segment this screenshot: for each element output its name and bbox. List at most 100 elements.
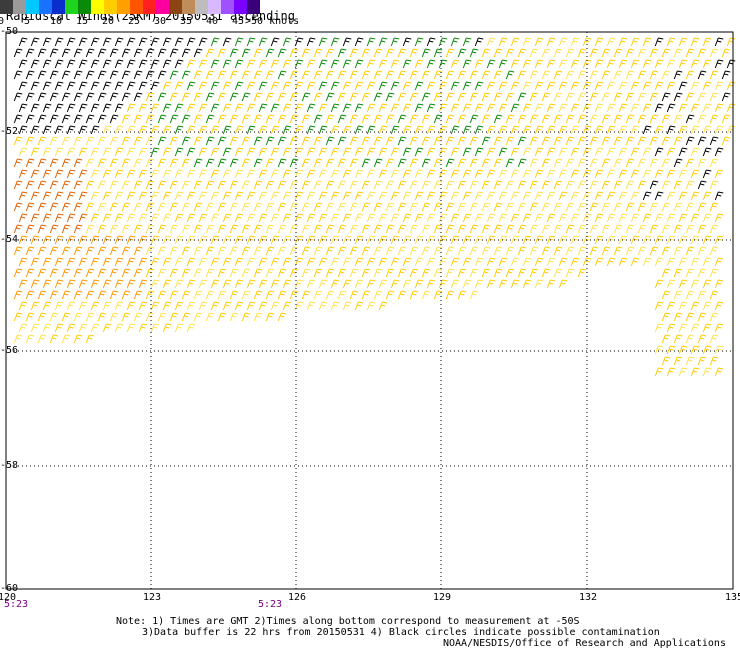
wind-barb [385,158,395,168]
wind-barb [157,70,167,80]
wind-barb [378,257,388,267]
wind-barb [445,114,455,124]
wind-barb [402,213,412,223]
wind-barb [174,125,184,135]
wind-barb [354,279,364,289]
wind-barb [277,290,287,300]
wind-barb [373,246,383,256]
wind-barb [73,70,83,80]
wind-barb [330,169,340,179]
wind-barb [589,224,599,234]
wind-barb [198,235,208,245]
wind-barb [565,48,575,58]
wind-barb [702,257,712,267]
wind-barb [277,224,287,234]
wind-barb [373,202,383,212]
wind-barb [390,235,400,245]
wind-barb [313,246,323,256]
legend-label: 40 [206,16,219,27]
wind-barb [30,191,40,201]
wind-barb [661,356,671,366]
wind-barb [97,202,107,212]
wind-barb [685,180,695,190]
wind-barb [61,114,71,124]
wind-barb [642,191,652,201]
legend-swatch [130,0,143,14]
wind-barb [678,169,688,179]
wind-barb [325,70,335,80]
wind-barb [709,290,719,300]
wind-barb [13,290,23,300]
wind-barb [474,257,484,267]
wind-barb [378,301,388,311]
wind-barb [150,213,160,223]
wind-barb [385,246,395,256]
wind-barb [385,92,395,102]
wind-barb [109,224,119,234]
wind-barb [54,59,64,69]
wind-barb [145,202,155,212]
wind-barb [714,345,724,355]
wind-barb [498,59,508,69]
wind-barb [313,224,323,234]
wind-barb [421,158,431,168]
wind-barb [505,114,515,124]
wind-barb [313,136,323,146]
wind-barb [193,202,203,212]
wind-barb [222,125,232,135]
wind-barb [42,191,52,201]
wind-barb [85,180,95,190]
wind-barb [114,301,124,311]
wind-barb [637,48,647,58]
wind-barb [522,191,532,201]
wind-barb [522,257,532,267]
wind-barb [289,136,299,146]
wind-barb [613,180,623,190]
wind-barb [186,235,196,245]
wind-barb [205,268,215,278]
wind-barb [85,202,95,212]
note-line-2: 3)Data buffer is 22 hrs from 20150531 4)… [142,627,660,638]
wind-barb [270,81,280,91]
wind-barb [229,290,239,300]
wind-barb [25,312,35,322]
wind-barb [37,158,47,168]
wind-barb [534,37,544,47]
wind-barb [709,224,719,234]
wind-barb [666,81,676,91]
wind-barb [414,103,424,113]
wind-barb [133,312,143,322]
wind-barb [174,37,184,47]
wind-barb [654,191,664,201]
wind-barb [409,48,419,58]
wind-barb [66,235,76,245]
wind-barb [426,81,436,91]
wind-barb [181,136,191,146]
wind-barb [637,180,647,190]
wind-barb [265,290,275,300]
legend-swatch [78,0,91,14]
wind-barb [534,191,544,201]
wind-barb [325,246,335,256]
wind-barb [421,290,431,300]
wind-barb [133,48,143,58]
wind-barb [678,323,688,333]
wind-barb [258,213,268,223]
wind-barb [270,103,280,113]
wind-barb [402,125,412,135]
wind-barb [613,48,623,58]
wind-barb [421,48,431,58]
wind-barb [397,290,407,300]
wind-barb [421,202,431,212]
wind-barb [66,147,76,157]
wind-barb [277,70,287,80]
wind-barb [481,70,491,80]
wind-barb [709,202,719,212]
wind-barb [318,125,328,135]
wind-barb [726,125,736,135]
wind-barb [594,235,604,245]
latitude-label: -52 [0,126,19,137]
wind-barb [469,268,479,278]
wind-barb [54,191,64,201]
